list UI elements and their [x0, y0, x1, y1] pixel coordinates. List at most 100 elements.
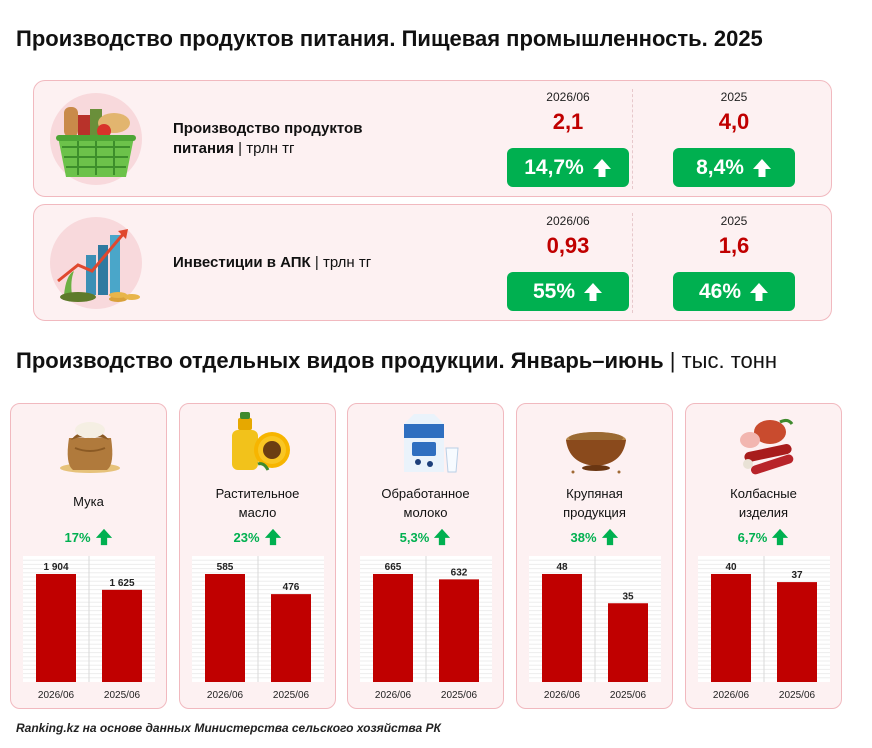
- product-growth: 23%: [180, 528, 335, 546]
- product-name: Колбасные изделия: [686, 484, 841, 522]
- bar-value-label: 476: [283, 582, 300, 593]
- page-title: Производство продуктов питания. Пищевая …: [16, 26, 763, 51]
- product-card: Колбасные изделия 6,7% 40 2026/06 37 2025/0…: [685, 403, 842, 709]
- product-name: Мука: [73, 494, 104, 509]
- bar-value-label: 37: [791, 570, 803, 581]
- kpi-label-name: Производство продуктов питания: [173, 120, 363, 157]
- bar: [36, 574, 76, 682]
- category-label: 2026/06: [38, 690, 75, 701]
- category-label: 2025/06: [610, 690, 647, 701]
- arrow-up-icon: [772, 528, 789, 546]
- product-name: Растительное масло: [180, 484, 335, 522]
- milk-icon: [404, 414, 459, 473]
- growth-value: 23%: [233, 529, 260, 545]
- kpi-value: 2,1: [552, 109, 584, 134]
- kpi-card-food-production: Производство продуктов питания | трлн тг…: [33, 80, 832, 197]
- product-card: Растительное масло 23% 585 2026/06 476 2025…: [179, 403, 336, 709]
- bar: [271, 594, 311, 682]
- bar-value-label: 585: [217, 562, 234, 573]
- kpi-change-value: 14,7%: [524, 155, 584, 179]
- bar-value-label: 35: [622, 591, 634, 602]
- arrow-up-icon: [434, 528, 451, 546]
- product-bar-chart: 1 904 2026/06 1 625 2025/06: [23, 556, 155, 701]
- product-name-text: Обработанное молоко: [381, 486, 470, 520]
- product-growth: 6,7%: [686, 528, 841, 546]
- kpi-card-agro-investment: Инвестиции в АПК | трлн тг 2026/06 0,93 …: [33, 204, 832, 321]
- kpi-change-value: 55%: [532, 279, 576, 303]
- arrow-up-icon: [592, 158, 611, 177]
- product-card: Крупяная продукция 38% 48 2026/06 35 2025/0…: [516, 403, 673, 709]
- kpi-label-name: Инвестиции в АПК: [173, 254, 311, 271]
- product-card: Обработанное молоко 5,3% 665 2026/06 632 20…: [347, 403, 504, 709]
- kpi-change-value: 46%: [698, 279, 742, 303]
- arrow-up-icon: [95, 528, 112, 546]
- product-name-text: Растительное масло: [215, 486, 300, 520]
- bar: [102, 589, 142, 682]
- kpi-period-column: 2026/06 0,93 55%: [506, 205, 630, 320]
- sunflower-oil-icon: [232, 412, 290, 471]
- category-label: 2025/06: [273, 690, 310, 701]
- bar: [542, 574, 582, 682]
- bar: [608, 603, 648, 682]
- kpi-change-badge: 46%: [673, 272, 795, 311]
- kpi-period: 2025: [720, 214, 748, 228]
- kpi-period: 2026/06: [546, 90, 590, 104]
- grain-bowl-icon: [566, 432, 626, 474]
- kpi-label-unit: | трлн тг: [310, 254, 372, 271]
- kpi-label: Производство продуктов питания | трлн тг: [173, 119, 403, 159]
- kpi-divider: [632, 89, 633, 189]
- bar-value-label: 665: [385, 562, 402, 573]
- kpi-change-value: 8,4%: [696, 155, 744, 179]
- arrow-up-icon: [752, 158, 771, 177]
- section-title-unit: | тыс. тонн: [663, 348, 778, 373]
- product-bar-chart: 665 2026/06 632 2025/06: [360, 556, 492, 701]
- kpi-divider: [632, 213, 633, 313]
- product-growth: 38%: [517, 528, 672, 546]
- product-name-text: Крупяная продукция: [563, 486, 626, 520]
- growth-value: 5,3%: [399, 529, 430, 545]
- bar: [439, 579, 479, 682]
- kpi-period: 2026/06: [546, 214, 590, 228]
- flour-sack-icon: [60, 422, 120, 473]
- product-bar-chart: 40 2026/06 37 2025/06: [698, 556, 830, 701]
- kpi-period: 2025: [720, 90, 748, 104]
- growth-value: 17%: [64, 529, 91, 545]
- product-name: Крупяная продукция: [517, 484, 672, 522]
- bar: [777, 582, 817, 682]
- kpi-label-unit: | трлн тг: [234, 140, 295, 157]
- section-title: Производство отдельных видов продукции. …: [16, 348, 777, 374]
- arrow-up-icon: [601, 528, 618, 546]
- category-label: 2025/06: [779, 690, 816, 701]
- kpi-label: Инвестиции в АПК | трлн тг: [173, 253, 403, 273]
- bar: [205, 574, 245, 682]
- investment-growth-icon: [50, 217, 142, 309]
- kpi-value: 4,0: [718, 109, 750, 134]
- kpi-period-column: 2025 1,6 46%: [672, 205, 796, 320]
- bar: [711, 574, 751, 682]
- category-label: 2026/06: [375, 690, 412, 701]
- bar-value-label: 48: [556, 562, 568, 573]
- grocery-basket-icon: [50, 93, 142, 185]
- arrow-up-icon: [264, 528, 281, 546]
- bar-value-label: 1 625: [109, 578, 134, 589]
- kpi-change-badge: 55%: [507, 272, 629, 311]
- kpi-change-badge: 14,7%: [507, 148, 629, 187]
- category-label: 2025/06: [104, 690, 141, 701]
- arrow-up-icon: [584, 282, 603, 301]
- bar-value-label: 40: [725, 562, 737, 573]
- arrow-up-icon: [750, 282, 769, 301]
- product-growth: 5,3%: [348, 528, 503, 546]
- product-name: Обработанное молоко: [348, 484, 503, 522]
- bar: [373, 574, 413, 682]
- product-name-text: Колбасные изделия: [730, 486, 797, 520]
- sausage-icon: [740, 418, 794, 475]
- kpi-value: 1,6: [718, 233, 750, 258]
- category-label: 2026/06: [207, 690, 244, 701]
- bar-value-label: 632: [451, 567, 468, 578]
- product-card: Мука 17% 1 904 2026/06 1 625 2025/06: [10, 403, 167, 709]
- kpi-change-badge: 8,4%: [673, 148, 795, 187]
- growth-value: 38%: [570, 529, 597, 545]
- growth-value: 6,7%: [737, 529, 768, 545]
- category-label: 2026/06: [713, 690, 750, 701]
- category-label: 2025/06: [441, 690, 478, 701]
